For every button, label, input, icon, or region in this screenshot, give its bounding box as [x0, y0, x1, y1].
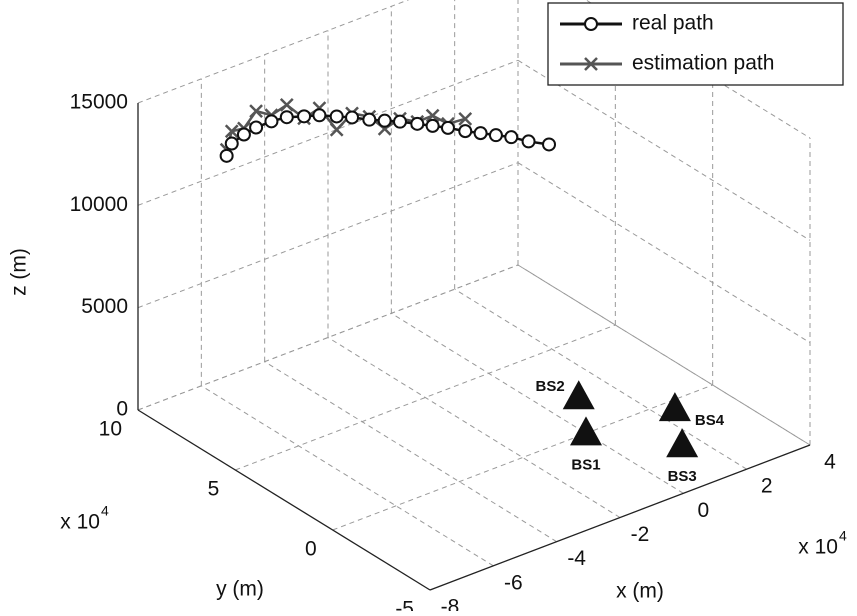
grid-line	[332, 384, 713, 531]
base-station-label: BS3	[668, 468, 697, 485]
y-multiplier-exponent: 4	[101, 503, 109, 519]
marker	[584, 57, 598, 71]
grid-line	[201, 385, 494, 567]
y-tick-label: 5	[208, 478, 220, 501]
path-line	[225, 114, 550, 157]
x-tick-label: 0	[697, 499, 709, 522]
grid-line	[327, 337, 621, 518]
marker	[488, 128, 503, 143]
grid-line	[137, 59, 519, 206]
marker	[249, 120, 264, 135]
marker	[458, 111, 473, 126]
marker	[236, 127, 251, 142]
marker	[542, 137, 557, 152]
x-axis	[429, 444, 811, 591]
marker	[264, 114, 279, 129]
z-tick-label: 15000	[70, 91, 128, 114]
grid-line	[264, 361, 557, 543]
y-tick-label: 0	[305, 538, 317, 561]
legend-box	[547, 2, 844, 86]
marker	[521, 134, 536, 149]
marker	[345, 110, 360, 125]
grid-line	[137, 0, 410, 104]
marker	[219, 148, 234, 163]
x-tick-label: 2	[761, 475, 773, 498]
y-tick-label: -5	[395, 598, 414, 611]
marker	[329, 109, 344, 124]
marker	[393, 114, 407, 129]
base-station	[570, 416, 602, 446]
marker	[249, 104, 263, 119]
z-axis-label: z (m)	[8, 248, 31, 296]
marker	[440, 120, 455, 135]
grid-line	[137, 264, 519, 411]
marker	[377, 113, 392, 128]
marker	[312, 108, 327, 123]
marker	[584, 17, 598, 31]
marker	[279, 98, 294, 112]
marker	[504, 130, 519, 145]
legend-label: estimation path	[632, 52, 774, 75]
marker	[224, 136, 239, 151]
x-tick-label: -6	[504, 571, 523, 594]
grid-line	[391, 312, 684, 494]
z-tick-label: 0	[116, 398, 128, 421]
grid-line	[137, 162, 519, 309]
grid-line	[517, 59, 811, 241]
base-station-label: BS1	[571, 456, 600, 473]
legend-label: real path	[632, 12, 714, 35]
marker	[410, 116, 425, 131]
marker	[224, 124, 239, 139]
x-tick-label: -4	[567, 547, 586, 570]
marker	[458, 124, 473, 139]
base-station	[658, 392, 691, 422]
x-tick-label: -8	[441, 596, 460, 611]
y-tick-label: 10	[99, 418, 122, 441]
base-station	[666, 428, 699, 458]
marker	[425, 118, 440, 133]
x-tick-label: -2	[631, 523, 650, 546]
x-multiplier: x 10	[798, 536, 838, 559]
marker	[362, 112, 377, 127]
x-tick-label: 4	[824, 451, 836, 474]
x-axis-label: x (m)	[616, 580, 664, 603]
grid-line	[235, 324, 616, 471]
grid-line	[517, 264, 811, 446]
grid-line	[517, 162, 811, 344]
base-station-label: BS4	[695, 412, 725, 429]
base-station-label: BS2	[536, 378, 565, 395]
y-multiplier: x 10	[60, 511, 100, 534]
y-axis	[137, 409, 431, 591]
z-tick-label: 5000	[81, 295, 128, 318]
marker	[297, 109, 312, 124]
marker	[279, 110, 294, 125]
grid-line	[454, 288, 747, 470]
base-station	[562, 380, 595, 410]
y-axis-label: y (m)	[216, 578, 264, 601]
marker	[329, 122, 344, 137]
x-multiplier-exponent: 4	[839, 528, 847, 544]
z-tick-label: 10000	[70, 193, 128, 216]
marker	[425, 108, 440, 123]
marker	[473, 126, 488, 141]
